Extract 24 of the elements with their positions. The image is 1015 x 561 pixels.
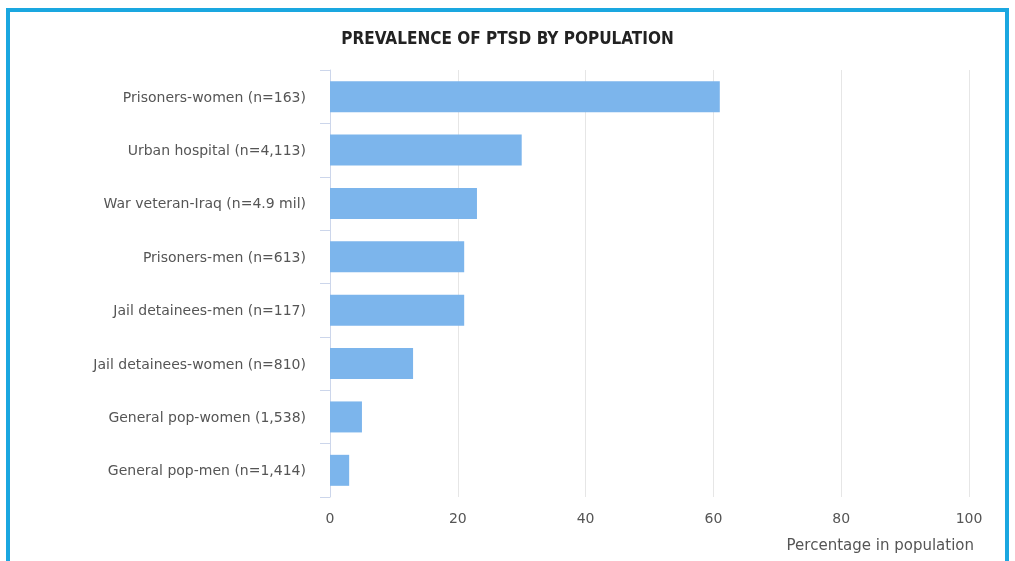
x-tick-label: 100 (955, 510, 983, 526)
y-tick-label: Jail detainees-men (n=117) (112, 302, 306, 319)
y-tick-label: General pop-women (1,538) (108, 408, 306, 425)
y-tick-label: Prisoners-women (n=163) (122, 88, 306, 105)
bar (330, 134, 522, 166)
bar (330, 81, 720, 113)
x-tick-label: 0 (325, 510, 335, 526)
y-tick-label: Prisoners-men (n=613) (142, 248, 306, 265)
bar (330, 401, 362, 433)
y-tick-label: War veteran-Iraq (n=4.9 mil) (103, 195, 306, 212)
x-tick-label: 40 (576, 510, 595, 526)
bar (330, 241, 465, 273)
chart-title: PREVALENCE OF PTSD BY POPULATION (341, 27, 674, 48)
y-tick-label: General pop-men (n=1,414) (107, 462, 306, 479)
x-tick-label: 60 (704, 510, 723, 526)
x-tick-label: 80 (832, 510, 851, 526)
x-axis-title: Percentage in population (786, 535, 975, 554)
bar (330, 454, 350, 486)
y-tick-label: Jail detainees-women (n=810) (92, 355, 306, 372)
y-tick-label: Urban hospital (n=4,113) (127, 142, 306, 159)
bar (330, 187, 477, 219)
x-tick-label: 20 (448, 510, 467, 526)
bar (330, 294, 465, 326)
bar (330, 348, 414, 380)
